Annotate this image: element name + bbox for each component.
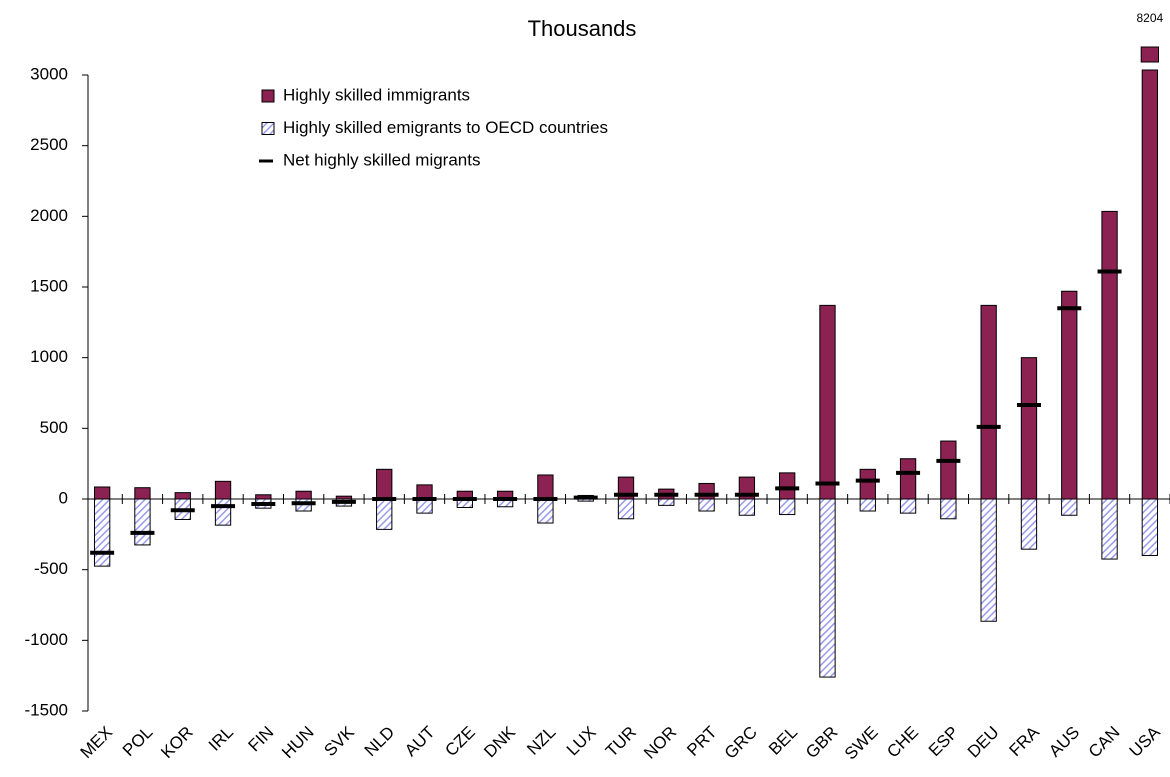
x-tick-label: PRT	[683, 723, 720, 760]
x-tick-label: ESP	[925, 723, 962, 760]
bar	[416, 484, 433, 500]
y-tick-label: 0	[59, 488, 68, 507]
x-tick-label: SWE	[841, 723, 882, 764]
legend-label: Highly skilled emigrants to OECD countri…	[283, 118, 608, 137]
bar	[940, 440, 957, 500]
x-tick-label: GRC	[721, 723, 761, 763]
bar	[1020, 357, 1038, 500]
bar	[376, 468, 393, 500]
bar	[174, 492, 191, 500]
bar	[93, 498, 111, 567]
bar	[698, 498, 715, 512]
x-tick-label: CZE	[441, 723, 478, 760]
bar	[134, 498, 151, 546]
x-tick-label: AUS	[1045, 723, 1083, 761]
x-tick-label: FRA	[1005, 722, 1043, 760]
bar	[859, 498, 876, 512]
bar	[1141, 498, 1159, 557]
x-tick-label: SVK	[320, 722, 358, 760]
chart-title: Thousands	[528, 16, 637, 41]
x-tick-label: CHE	[883, 723, 922, 762]
bar	[93, 486, 111, 500]
y-tick-label: 2000	[30, 206, 68, 225]
x-tick-label: POL	[119, 723, 156, 760]
bar	[1061, 498, 1078, 516]
y-tick-label: 500	[40, 418, 68, 437]
legend-label: Net highly skilled migrants	[283, 150, 480, 169]
x-tick-label: GBR	[802, 723, 841, 762]
bar	[214, 480, 232, 500]
y-tick-label: -1000	[25, 630, 68, 649]
bar	[416, 498, 433, 514]
y-tick-label: 3000	[30, 64, 68, 83]
x-tick-label: USA	[1126, 722, 1165, 761]
x-tick-label: AUT	[401, 723, 438, 760]
bar	[819, 498, 836, 678]
bar	[658, 498, 675, 506]
x-tick-label: FIN	[245, 723, 278, 756]
x-tick-label: BEL	[765, 723, 801, 759]
x-tick-label: NLD	[361, 723, 398, 760]
y-tick-label: 1500	[30, 276, 68, 295]
x-tick-label: DEU	[964, 723, 1003, 762]
bar	[214, 498, 232, 526]
x-tick-label: KOR	[157, 723, 196, 762]
x-tick-label: NZL	[523, 723, 559, 759]
bar	[1141, 69, 1159, 500]
bar	[859, 468, 876, 500]
bar	[295, 490, 312, 500]
y-tick-label: -500	[34, 559, 68, 578]
bar	[899, 458, 917, 500]
x-tick-label: LUX	[563, 723, 600, 760]
bar	[980, 498, 997, 622]
bar	[1101, 498, 1118, 560]
x-tick-label: DNK	[480, 722, 519, 761]
bar	[617, 498, 635, 520]
y-tick-label: -1500	[25, 700, 68, 719]
x-tick-label: TUR	[602, 723, 640, 761]
bar	[537, 498, 554, 524]
x-tick-label: IRL	[205, 723, 237, 755]
bar	[255, 494, 272, 500]
bar	[980, 304, 997, 500]
value-label: 8204	[1137, 11, 1164, 25]
bar	[779, 498, 796, 516]
legend-label: Highly skilled immigrants	[283, 85, 470, 104]
y-tick-label: 1000	[30, 347, 68, 366]
x-tick-label: HUN	[278, 723, 317, 762]
legend-marker	[261, 89, 275, 103]
x-tick-label: NOR	[640, 723, 680, 763]
bar	[1061, 290, 1078, 500]
legend-marker	[261, 122, 275, 135]
bar	[537, 474, 554, 500]
bar	[134, 487, 151, 500]
y-tick-label: 2500	[30, 135, 68, 154]
bar	[376, 498, 393, 530]
x-tick-label: CAN	[1085, 723, 1124, 762]
bar	[899, 498, 917, 514]
break-segment	[1140, 46, 1160, 63]
bar	[819, 304, 836, 500]
bar	[940, 498, 957, 520]
bar	[1101, 210, 1118, 500]
x-tick-label: MEX	[77, 723, 116, 762]
bar	[1020, 498, 1038, 550]
bar	[779, 472, 796, 500]
bar	[738, 498, 756, 516]
